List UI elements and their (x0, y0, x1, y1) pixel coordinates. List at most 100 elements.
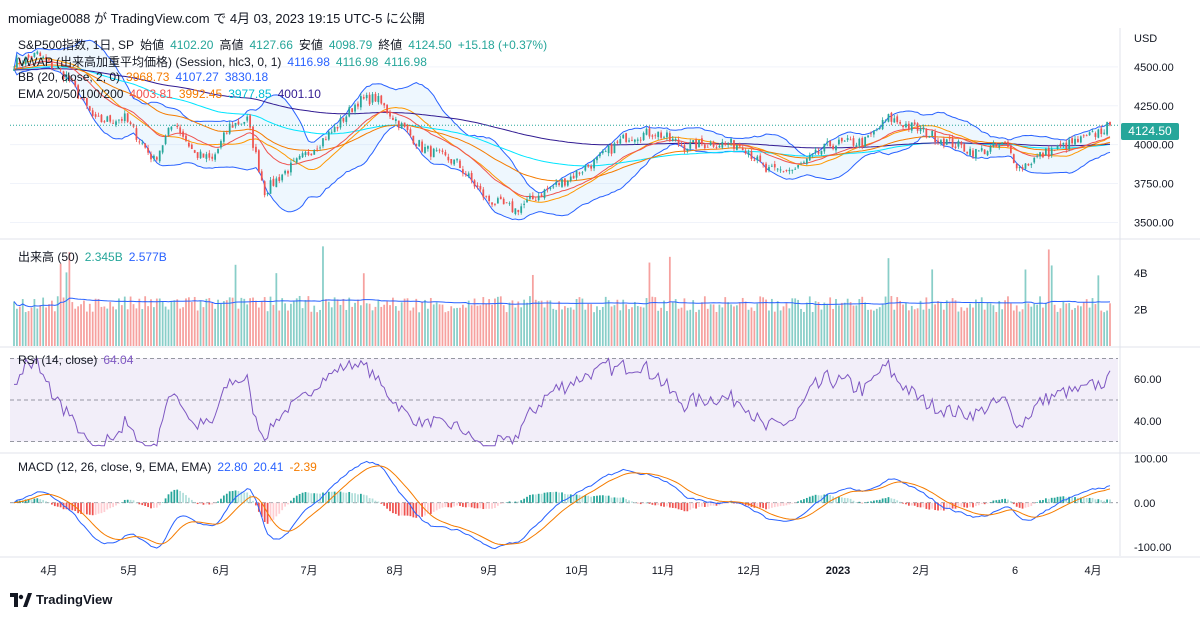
volume-bar (919, 300, 922, 346)
candle-body (217, 148, 219, 153)
macd-histogram-bar (1088, 497, 1091, 503)
macd-histogram-bar (622, 497, 625, 503)
volume-bar (604, 296, 607, 346)
macd-histogram-bar (695, 502, 697, 509)
macd-histogram-bar (301, 492, 304, 503)
candle-body (505, 202, 508, 204)
macd-histogram-bar (666, 502, 668, 507)
volume-bar (485, 303, 488, 346)
volume-bar (464, 307, 467, 346)
candle-body (511, 201, 514, 213)
volume-bar (654, 297, 657, 346)
macd-histogram-bar (310, 493, 313, 503)
macd-histogram-bar (960, 502, 963, 507)
macd-histogram-bar (112, 502, 114, 508)
macd-histogram-bar (948, 502, 951, 509)
macd-histogram-bar (1056, 496, 1059, 503)
candle-body (313, 150, 316, 155)
macd-histogram-bar (359, 493, 362, 503)
volume-bar (161, 301, 164, 346)
macd-histogram-bar (972, 502, 974, 508)
vwap-v1: 4116.98 (287, 55, 330, 69)
candle-body (357, 103, 359, 107)
candle-body (409, 129, 412, 136)
volume-bar (499, 296, 502, 346)
candle-body (316, 148, 319, 150)
macd-histogram-bar (902, 502, 904, 504)
open-value: 4102.20 (170, 38, 214, 52)
candle-body (569, 176, 572, 181)
candle-body (1027, 163, 1030, 166)
volume-bar (639, 306, 642, 346)
candle-body (701, 138, 703, 145)
candle-body (18, 59, 21, 64)
volume-bar (377, 300, 380, 346)
volume-bar (257, 307, 260, 346)
chart-canvas[interactable]: 3500.00 3750.00 4000.00 4250.00 4500.00 USD 2B… (0, 28, 1200, 590)
candle-body (820, 151, 823, 155)
macd-histogram-bar (1012, 502, 1015, 505)
volume-bar (290, 303, 292, 346)
candle-body (776, 168, 779, 170)
candle-body (310, 153, 313, 156)
macd-histogram-bar (913, 502, 916, 506)
candle-body (1039, 152, 1041, 157)
candle-body (631, 139, 633, 141)
macd-histogram-bar (910, 502, 913, 506)
macd-histogram-bar (380, 502, 383, 504)
candle-body (762, 163, 765, 165)
macd-histogram-bar (164, 498, 167, 503)
macd-histogram-bar (590, 496, 593, 503)
volume-bar (496, 296, 499, 346)
volume-bar (680, 307, 683, 346)
candle-body (1033, 157, 1036, 163)
volume-bar (744, 301, 747, 346)
candle-body (53, 68, 56, 70)
volume-bar (870, 309, 872, 346)
candle-body (336, 126, 339, 129)
candle-body (558, 183, 560, 186)
price-tick-label: 4250.00 (1134, 101, 1174, 113)
macd-histogram-bar (887, 497, 890, 503)
volume-bar (773, 311, 776, 346)
macd-histogram-bar (316, 493, 319, 503)
macd-histogram-bar (214, 502, 217, 504)
volume-bar (231, 297, 234, 346)
candle-body (870, 133, 872, 135)
macd-histogram-bar (744, 502, 747, 506)
candle-body (16, 58, 18, 68)
volume-bar (144, 296, 147, 346)
macd-histogram-bar (199, 502, 202, 504)
volume-bar (902, 304, 904, 346)
candle-body (275, 178, 278, 188)
volume-bar (316, 312, 319, 346)
macd-histogram-bar (389, 502, 391, 512)
legend-bb: BB (20, close, 2, 0) 3968.73 4107.27 3830.1… (18, 70, 274, 84)
volume-bar (275, 273, 278, 346)
macd-histogram-bar (193, 501, 196, 503)
macd-histogram-bar (963, 502, 966, 508)
macd-histogram-bar (721, 502, 724, 505)
macd-histogram-bar (432, 502, 435, 512)
macd-histogram-bar (65, 502, 68, 510)
macd-histogram-bar (348, 491, 351, 503)
macd-histogram-bar (916, 502, 919, 508)
candle-body (770, 165, 773, 167)
macd-histogram-bar (225, 493, 228, 503)
macd-histogram-bar (53, 502, 56, 507)
macd-histogram-bar (153, 502, 155, 508)
legend-ema: EMA 20/50/100/200 4003.81 3992.45 3977.85 40… (18, 87, 327, 101)
volume-bar (957, 311, 960, 346)
macd-histogram-bar (797, 501, 799, 503)
volume-bar (400, 302, 403, 346)
volume-bar (409, 310, 412, 346)
volume-bar (983, 309, 986, 346)
candle-body (1071, 138, 1073, 144)
x-tick-label: 11月 (652, 565, 674, 577)
candle-body (327, 131, 330, 140)
volume-bar (85, 311, 88, 346)
candle-body (881, 120, 884, 130)
candle-body (418, 140, 421, 147)
candle-body (989, 146, 992, 152)
volume-bar (383, 304, 386, 346)
